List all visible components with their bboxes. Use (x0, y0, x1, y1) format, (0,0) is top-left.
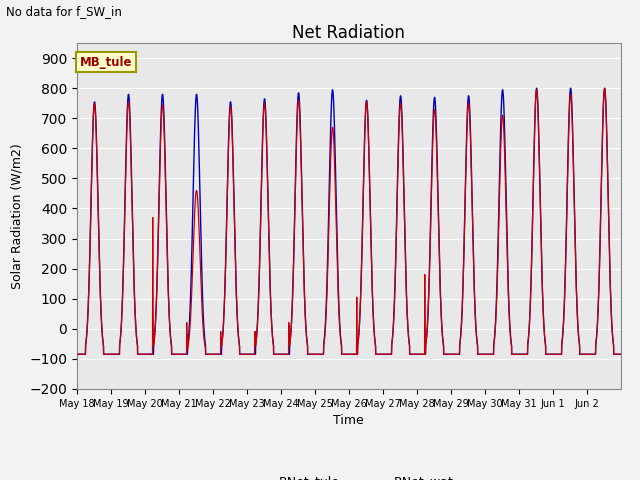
Y-axis label: Solar Radiation (W/m2): Solar Radiation (W/m2) (10, 143, 24, 289)
Legend: RNet_tule, RNet_wat: RNet_tule, RNet_wat (239, 470, 459, 480)
Text: No data for f_SW_in: No data for f_SW_in (6, 5, 122, 18)
Title: Net Radiation: Net Radiation (292, 24, 405, 42)
X-axis label: Time: Time (333, 414, 364, 427)
Text: MB_tule: MB_tule (79, 56, 132, 69)
